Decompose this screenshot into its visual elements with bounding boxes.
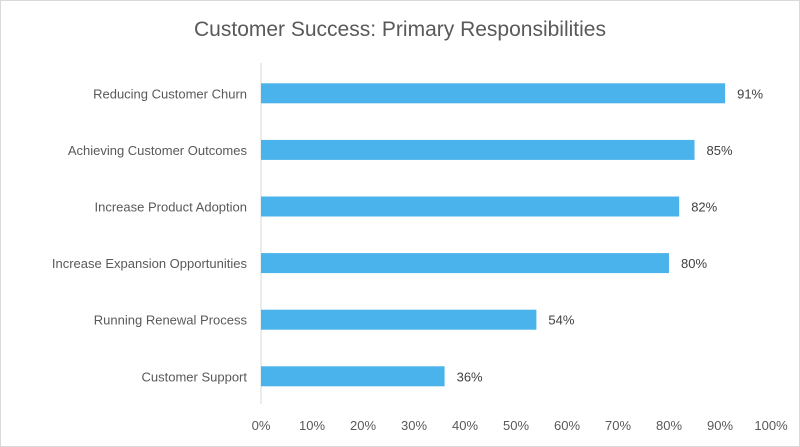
data-label: 36% [457, 369, 483, 384]
x-tick-label: 80% [656, 418, 682, 433]
data-label: 85% [707, 143, 733, 158]
x-tick-label: 50% [503, 418, 529, 433]
bar [261, 253, 669, 274]
data-label: 82% [691, 200, 717, 215]
category-label: Increase Expansion Opportunities [52, 256, 248, 271]
x-tick-label: 30% [401, 418, 427, 433]
bar [261, 309, 537, 330]
x-tick-label: 10% [299, 418, 325, 433]
bar [261, 83, 726, 104]
category-label: Running Renewal Process [94, 313, 248, 328]
x-tick-label: 100% [754, 418, 788, 433]
x-tick-label: 20% [350, 418, 376, 433]
x-tick-label: 90% [707, 418, 733, 433]
bar [261, 139, 695, 160]
data-label: 91% [737, 86, 763, 101]
bar [261, 366, 445, 387]
chart-title: Customer Success: Primary Responsibiliti… [194, 18, 606, 41]
x-tick-label: 0% [252, 418, 271, 433]
data-label: 54% [548, 313, 574, 328]
x-tick-label: 40% [452, 418, 478, 433]
category-label: Reducing Customer Churn [93, 86, 247, 101]
data-label: 80% [681, 256, 707, 271]
x-tick-label: 70% [605, 418, 631, 433]
x-tick-label: 60% [554, 418, 580, 433]
bar [261, 196, 680, 217]
category-label: Customer Support [142, 369, 248, 384]
category-label: Increase Product Adoption [95, 200, 248, 215]
category-label: Achieving Customer Outcomes [68, 143, 248, 158]
